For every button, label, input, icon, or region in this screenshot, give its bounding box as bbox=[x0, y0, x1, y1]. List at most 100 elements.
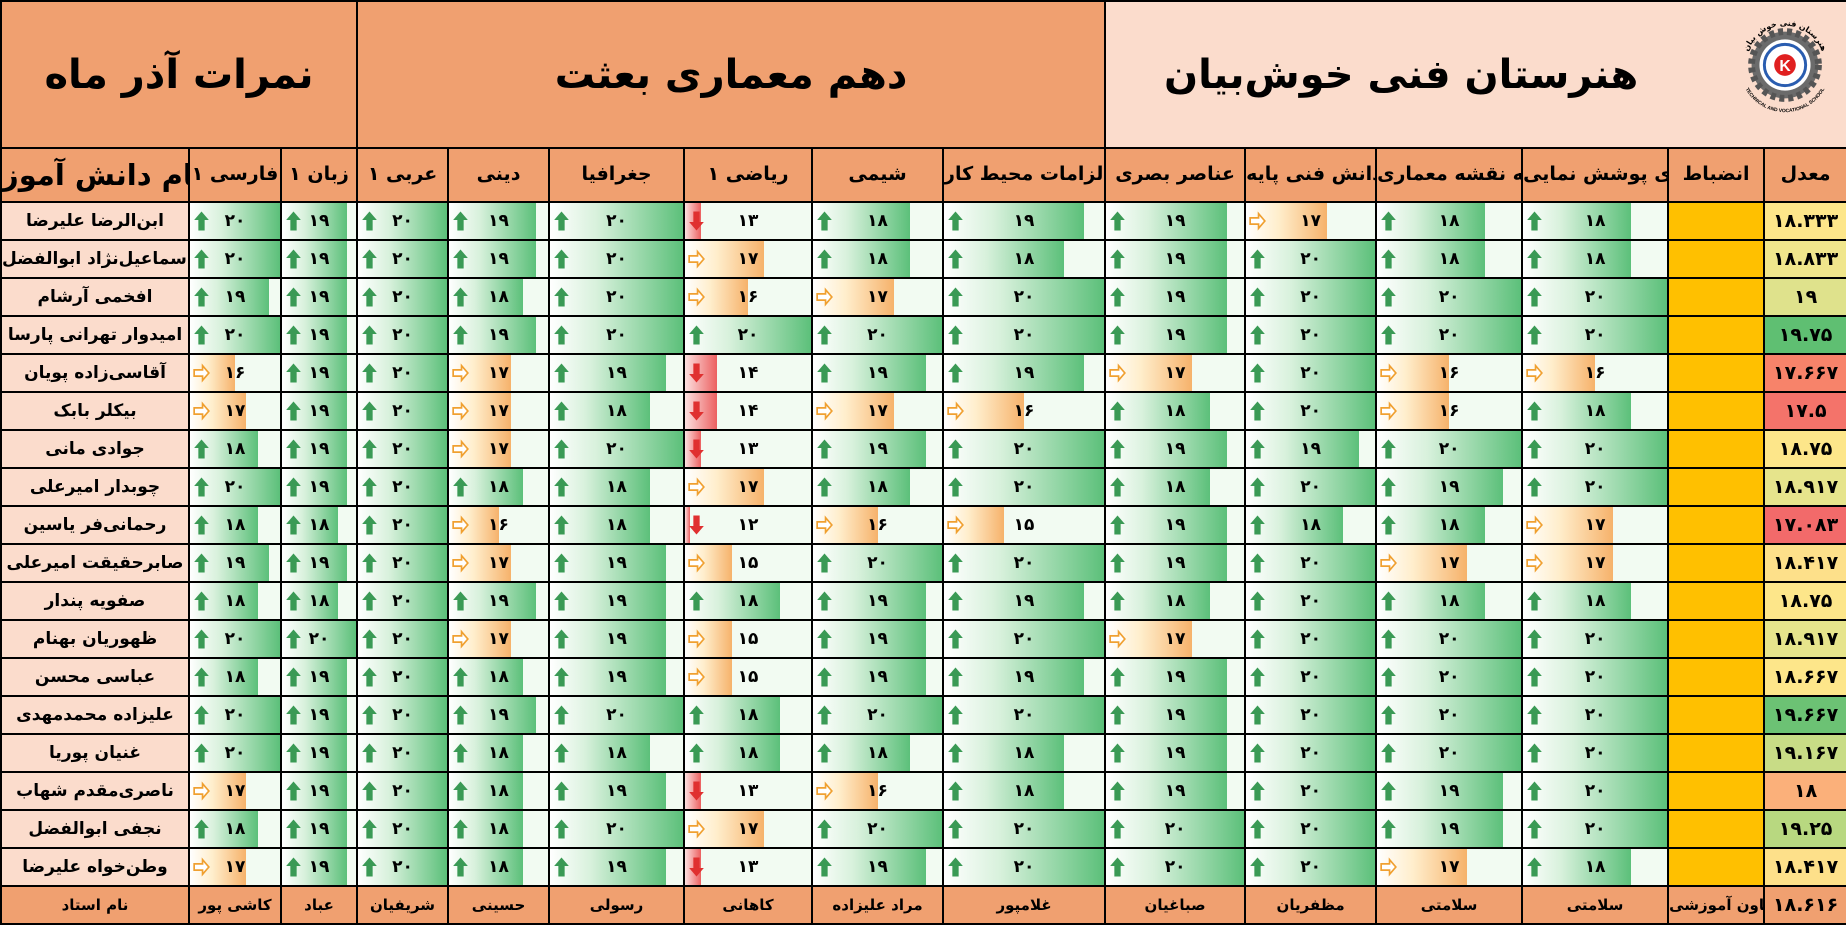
grade-cell: ۲۰ bbox=[1375, 733, 1524, 774]
side-arrow-icon bbox=[1380, 401, 1398, 421]
grade-value: ۲۰ bbox=[1164, 857, 1186, 878]
grade-value: ۱۹ bbox=[1164, 325, 1186, 346]
grade-cell: ۱۷ bbox=[1521, 505, 1670, 546]
up-arrow-icon bbox=[453, 667, 468, 687]
average-cell: ۱۹.۲۵ bbox=[1763, 809, 1846, 850]
grade-value: ۱۹ bbox=[867, 629, 888, 650]
grade-value: ۲۰ bbox=[1300, 857, 1321, 878]
up-arrow-icon bbox=[1250, 629, 1265, 649]
grade-value: ۱۴ bbox=[737, 363, 759, 384]
up-arrow-icon bbox=[1381, 819, 1396, 839]
banner-row: نمرات آذر ماه دهم معماری بعثت هنرستان فن… bbox=[0, 0, 1846, 150]
grade-databar bbox=[191, 736, 279, 771]
grade-databar bbox=[1524, 698, 1667, 733]
grade-cell: ۱۸ bbox=[548, 391, 686, 432]
grade-value: ۱۵ bbox=[737, 553, 759, 574]
grade-value: ۱۸ bbox=[1584, 249, 1606, 270]
grade-value: ۱۸ bbox=[1164, 477, 1186, 498]
grade-cell: ۱۷ bbox=[447, 429, 551, 470]
grade-value: ۱۹ bbox=[606, 667, 627, 688]
grade-cell: ۱۸ bbox=[942, 239, 1107, 280]
grade-cell: ۱۸ bbox=[683, 695, 814, 736]
grade-cell: ۲۰ bbox=[356, 315, 450, 356]
grade-cell: ۲۰ bbox=[1244, 847, 1378, 888]
grade-value: ۱۷ bbox=[224, 857, 246, 878]
grade-value: ۱۸ bbox=[606, 477, 627, 498]
grade-value: ۱۸ bbox=[867, 249, 888, 270]
student-name: وطن‌خواه علیرضا bbox=[0, 847, 190, 888]
student-name: عباسی محسن bbox=[0, 657, 190, 698]
grade-value: ۱۹ bbox=[488, 705, 509, 726]
grade-value: ۱۶ bbox=[488, 515, 509, 536]
grade-databar bbox=[359, 280, 447, 315]
side-arrow-icon bbox=[1380, 553, 1398, 573]
grade-cell: ۱۵ bbox=[683, 657, 814, 698]
up-arrow-icon bbox=[286, 819, 301, 839]
up-arrow-icon bbox=[948, 249, 963, 269]
school-cell: هنرستان فنی خوش‌بیان K هنرستان فنی خوش ب… bbox=[1104, 0, 1846, 150]
month-title: نمرات آذر ماه bbox=[0, 0, 359, 150]
grade-value: ۲۰ bbox=[392, 629, 413, 650]
grade-databar bbox=[686, 508, 691, 543]
grade-value: ۱۸ bbox=[1438, 591, 1460, 612]
grade-cell: ۱۹ bbox=[447, 315, 551, 356]
side-arrow-icon bbox=[947, 401, 964, 421]
grade-databar bbox=[814, 850, 926, 885]
grade-value: ۱۹ bbox=[606, 363, 627, 384]
header-discipline: انضباط bbox=[1667, 147, 1766, 204]
grade-value: ۱۹ bbox=[1013, 667, 1035, 688]
grade-databar bbox=[1247, 394, 1375, 429]
grade-cell: ۲۰ bbox=[942, 315, 1107, 356]
teacher-name: مراد علیزاده bbox=[811, 885, 945, 925]
grade-value: ۱۷ bbox=[1438, 857, 1460, 878]
grade-cell: ۲۰ bbox=[683, 315, 814, 356]
grade-value: ۲۰ bbox=[224, 477, 246, 498]
grade-cell: ۱۶ bbox=[1375, 391, 1524, 432]
grade-value: ۲۰ bbox=[392, 211, 413, 232]
grade-cell: ۲۰ bbox=[356, 733, 450, 774]
grade-databar bbox=[1378, 470, 1504, 505]
up-arrow-icon bbox=[1527, 667, 1542, 687]
up-arrow-icon bbox=[1527, 819, 1542, 839]
grade-cell: ۲۰ bbox=[811, 695, 945, 736]
side-arrow-icon bbox=[947, 515, 964, 535]
up-arrow-icon bbox=[1110, 477, 1125, 497]
grade-cell: ۱۸ bbox=[1375, 581, 1524, 622]
grade-cell: ۱۹ bbox=[811, 353, 945, 394]
up-arrow-icon bbox=[286, 325, 301, 345]
grade-databar bbox=[1247, 470, 1375, 505]
grade-databar bbox=[1247, 736, 1375, 771]
grade-cell: ۱۹ bbox=[811, 619, 945, 660]
grade-value: ۱۶ bbox=[1013, 401, 1035, 422]
grade-databar bbox=[359, 432, 447, 467]
grade-cell: ۱۸ bbox=[1521, 847, 1670, 888]
up-arrow-icon bbox=[362, 249, 377, 269]
grade-cell: ۱۹ bbox=[279, 353, 359, 394]
grade-cell: ۱۶ bbox=[811, 505, 945, 546]
grade-databar bbox=[1107, 812, 1244, 847]
grade-value: ۲۰ bbox=[1438, 325, 1460, 346]
student-name: اسماعیل‌نژاد ابوالفضل bbox=[0, 239, 190, 280]
grade-value: ۲۰ bbox=[392, 743, 413, 764]
student-name: ظهوریان بهنام bbox=[0, 619, 190, 660]
grade-cell: ۱۶ bbox=[188, 353, 282, 394]
grade-cell: ۲۰ bbox=[356, 277, 450, 318]
grade-databar bbox=[686, 584, 780, 619]
grade-databar bbox=[1107, 660, 1227, 695]
up-arrow-icon bbox=[554, 363, 569, 383]
grade-cell: ۲۰ bbox=[942, 467, 1107, 508]
grade-cell: ۱۸ bbox=[447, 847, 551, 888]
grade-databar bbox=[1524, 432, 1667, 467]
grade-value: ۲۰ bbox=[1300, 287, 1321, 308]
grade-databar bbox=[191, 470, 279, 505]
grade-cell: ۱۸ bbox=[1521, 391, 1670, 432]
grade-cell: ۲۰ bbox=[356, 695, 450, 736]
grade-value: ۱۹ bbox=[308, 667, 330, 688]
grade-cell: ۲۰ bbox=[356, 771, 450, 812]
grade-databar bbox=[1247, 850, 1375, 885]
side-arrow-icon bbox=[688, 287, 705, 307]
grade-value: ۱۹ bbox=[606, 857, 627, 878]
grade-cell: ۱۷ bbox=[683, 467, 814, 508]
grade-databar bbox=[359, 508, 447, 543]
grade-value: ۱۹ bbox=[308, 857, 330, 878]
